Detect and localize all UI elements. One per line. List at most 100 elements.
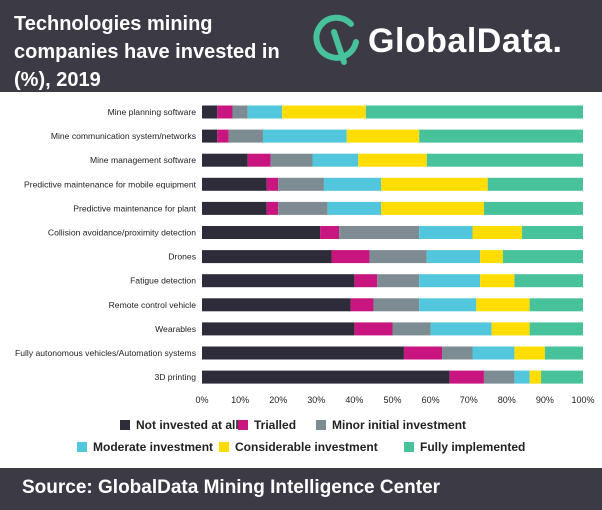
x-tick-label: 50% [383, 395, 401, 405]
legend-label: Considerable investment [235, 440, 378, 454]
bar-segment [449, 370, 484, 384]
bar-segment [354, 274, 378, 288]
bar-segment [373, 298, 420, 312]
bar-segment [381, 201, 484, 215]
bar-segment [514, 274, 583, 288]
bar-segment [262, 129, 347, 143]
bar-segment [202, 201, 267, 215]
x-tick-label: 80% [498, 395, 516, 405]
bar-segment [472, 346, 515, 360]
bar-segment [202, 105, 218, 119]
x-tick-label: 10% [231, 395, 249, 405]
bar-segment [282, 105, 366, 119]
bar-segment [514, 346, 545, 360]
legend-swatch [219, 442, 229, 452]
category-label: Fatigue detection [130, 276, 196, 286]
bar-segment [247, 105, 283, 119]
bar-segment [358, 153, 427, 167]
bar-segment [442, 346, 473, 360]
category-label: Mine planning software [108, 107, 197, 117]
source-text: Source: GlobalData Mining Intelligence C… [22, 477, 441, 498]
bar-segment [522, 226, 583, 239]
bar-segment [266, 177, 279, 191]
bar-segment [430, 322, 492, 336]
bar-segment [541, 370, 583, 384]
category-label: Fully autonomous vehicles/Automation sys… [15, 348, 196, 358]
bar-segment [483, 201, 583, 215]
category-label: Wearables [155, 324, 196, 334]
category-label: Predictive maintenance for plant [73, 203, 196, 213]
category-label: Collision avoidance/proximity detection [48, 228, 196, 238]
logo-wordmark: GlobalData. [368, 22, 563, 60]
x-tick-label: 90% [536, 395, 554, 405]
bar-segment [419, 129, 583, 143]
x-tick-label: 0% [195, 395, 208, 405]
category-label: Mine management software [90, 155, 196, 165]
legend-label: Trialled [254, 418, 296, 432]
bar-segment [202, 298, 351, 312]
bar-segment [502, 250, 583, 264]
bar-segment [217, 105, 233, 119]
bar-segment [202, 153, 248, 167]
category-label: Drones [168, 252, 196, 262]
bar-segment [270, 153, 313, 167]
bar-segment [278, 177, 324, 191]
globaldata-logo: GlobalData. [312, 10, 602, 80]
bar-segment [202, 322, 355, 336]
bar-segment [354, 322, 393, 336]
bar-segment [202, 274, 355, 288]
bar-segment [529, 322, 583, 336]
bar-segment [483, 370, 515, 384]
legend-swatch [77, 442, 87, 452]
bar-segment [247, 153, 271, 167]
x-tick-label: 40% [345, 395, 363, 405]
bar-segment [202, 346, 404, 360]
category-label: Predictive maintenance for mobile equipm… [24, 179, 197, 189]
bar-segment [202, 370, 450, 384]
category-label: Mine communication system/networks [51, 131, 196, 141]
bar-segment [228, 129, 263, 143]
bar-segment [529, 370, 542, 384]
bar-segment [426, 250, 481, 264]
chart-title: Technologies mining companies have inves… [14, 13, 280, 91]
bar-segment [487, 177, 583, 191]
bar-segment [217, 129, 229, 143]
bar-segment [472, 226, 523, 239]
bar-segment [278, 201, 328, 215]
x-tick-label: 20% [269, 395, 287, 405]
bar-segment [350, 298, 374, 312]
bar-segment [480, 274, 515, 288]
legend-swatch [316, 420, 326, 430]
source-footer: Source: GlobalData Mining Intelligence C… [0, 468, 602, 510]
header-banner: Technologies mining companies have inves… [0, 0, 602, 92]
bar-segment [419, 226, 473, 239]
bar-segment [403, 346, 443, 360]
x-tick-label: 60% [422, 395, 440, 405]
bar-segment [392, 322, 431, 336]
bar-segment [327, 201, 382, 215]
bar-segment [419, 274, 481, 288]
bar-segment [202, 226, 321, 239]
bar-segment [476, 298, 530, 312]
category-label: 3D printing [154, 372, 196, 382]
x-tick-label: 100% [571, 395, 594, 405]
bar-segment [202, 129, 218, 143]
bar-segment [323, 177, 382, 191]
bar-segment [426, 153, 583, 167]
bar-segment [232, 105, 248, 119]
bar-segment [491, 322, 530, 336]
bar-segment [419, 298, 477, 312]
bar-segment [339, 226, 420, 239]
bar-segment [331, 250, 370, 264]
stacked-bar-chart: Mine planning software Mine communication… [15, 105, 595, 454]
bar-segment [365, 105, 583, 119]
legend-label: Moderate investment [93, 440, 213, 454]
bar-segment [202, 177, 267, 191]
bar-segment [369, 250, 427, 264]
bar-segment [312, 153, 359, 167]
legend-swatch [120, 420, 130, 430]
bar-segment [377, 274, 420, 288]
legend-label: Fully implemented [420, 440, 525, 454]
x-tick-label: 30% [307, 395, 325, 405]
bar-segment [346, 129, 420, 143]
